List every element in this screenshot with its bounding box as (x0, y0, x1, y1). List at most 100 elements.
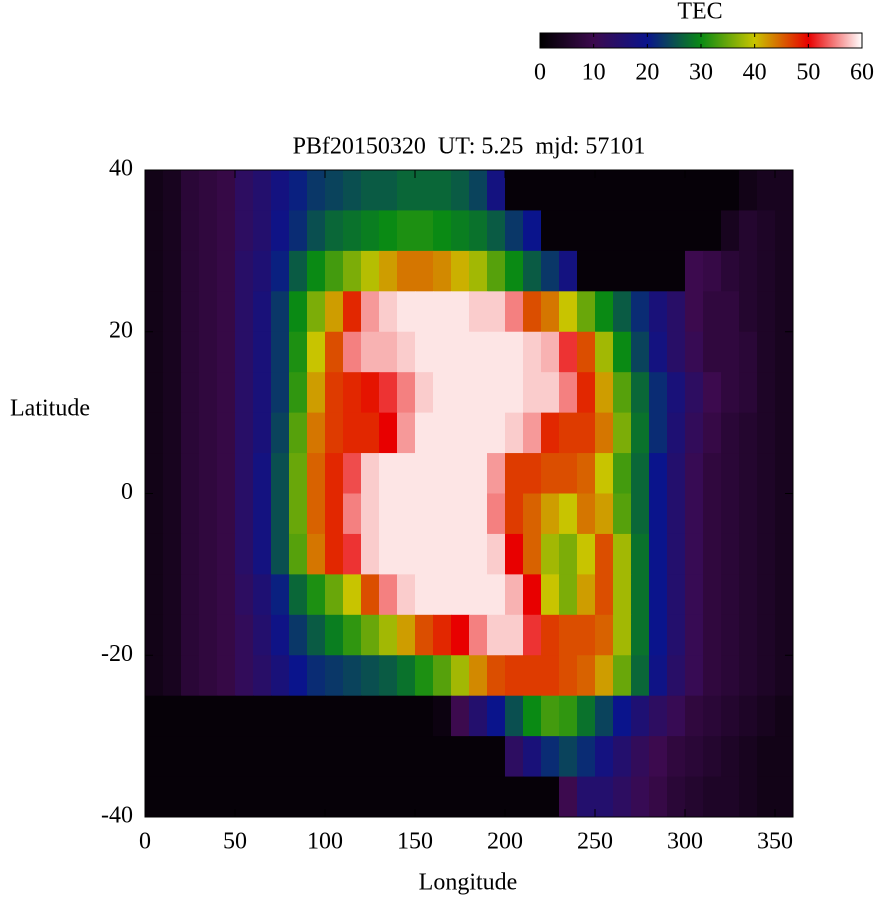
cell (505, 695, 524, 737)
cell (397, 453, 416, 494)
cell (307, 736, 326, 778)
cell (559, 574, 578, 616)
cell (433, 736, 452, 778)
cell (433, 453, 452, 494)
cell (235, 291, 254, 333)
cell (649, 574, 668, 616)
cell (505, 493, 524, 535)
cell (487, 533, 506, 575)
cell (667, 170, 686, 211)
cell (577, 170, 596, 211)
cell (163, 412, 182, 454)
cell (253, 372, 272, 414)
cell (145, 695, 164, 737)
cell (271, 170, 290, 211)
cell (505, 331, 524, 373)
cell (469, 493, 488, 535)
cell (253, 695, 272, 737)
cell (757, 210, 776, 252)
cell (631, 533, 650, 575)
cell (451, 291, 470, 333)
cell (685, 776, 704, 818)
cell (595, 170, 614, 211)
cell (577, 533, 596, 575)
cell (415, 614, 434, 656)
cell (289, 736, 308, 778)
cell (307, 533, 326, 575)
cell (739, 331, 758, 373)
cell (343, 412, 362, 454)
cell (451, 210, 470, 252)
cell (325, 331, 344, 373)
cell (757, 493, 776, 535)
cell (145, 736, 164, 778)
cell (667, 614, 686, 656)
cell (757, 776, 776, 818)
cell (361, 493, 380, 535)
cell (433, 614, 452, 656)
cell (559, 453, 578, 494)
cell (613, 533, 632, 575)
cell (757, 291, 776, 333)
cell (451, 736, 470, 778)
cell (649, 331, 668, 373)
cell (199, 493, 218, 535)
cell (217, 170, 236, 211)
cell (667, 210, 686, 252)
cell (361, 210, 380, 252)
cell (667, 331, 686, 373)
cell (685, 372, 704, 414)
x-tick-label: 150 (397, 829, 433, 855)
chart-title: PBf20150320 UT: 5.25 mjd: 57101 (293, 134, 646, 160)
cell (649, 533, 668, 575)
cell (667, 291, 686, 333)
cell (307, 695, 326, 737)
cell (451, 372, 470, 414)
cell (235, 453, 254, 494)
cell (775, 372, 794, 414)
cell (289, 170, 308, 211)
cell (397, 372, 416, 414)
cell (181, 493, 200, 535)
cell (577, 655, 596, 697)
colorbar-tick-label: 50 (796, 60, 820, 86)
cell (415, 372, 434, 414)
cell (757, 250, 776, 292)
cell (595, 250, 614, 292)
cell (253, 210, 272, 252)
cell (235, 736, 254, 778)
cell (631, 574, 650, 616)
cell (361, 331, 380, 373)
colorbar-tick-label: 20 (635, 60, 659, 86)
cell (721, 776, 740, 818)
cell (289, 493, 308, 535)
cell (325, 291, 344, 333)
cell (559, 614, 578, 656)
cell (649, 655, 668, 697)
cell (181, 695, 200, 737)
cell (199, 574, 218, 616)
cell (667, 574, 686, 616)
cell (307, 331, 326, 373)
cell (217, 655, 236, 697)
cell (613, 331, 632, 373)
cell (325, 210, 344, 252)
cell (415, 655, 434, 697)
cell (649, 736, 668, 778)
cell (163, 614, 182, 656)
x-tick-label: 50 (223, 829, 247, 855)
cell (577, 412, 596, 454)
cell (739, 210, 758, 252)
cell (775, 614, 794, 656)
cell (613, 453, 632, 494)
x-tick-label: 300 (667, 829, 703, 855)
cell (361, 736, 380, 778)
cell (307, 170, 326, 211)
cell (505, 614, 524, 656)
cell (775, 170, 794, 211)
cell (325, 372, 344, 414)
cell (541, 170, 560, 211)
cell (775, 493, 794, 535)
cell (145, 250, 164, 292)
